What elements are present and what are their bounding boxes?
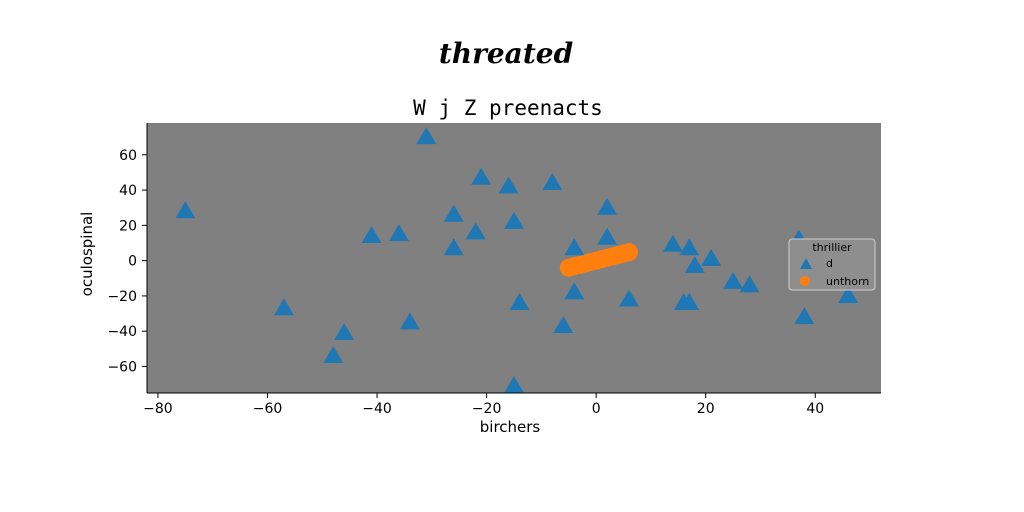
d-point bbox=[361, 225, 382, 243]
d-point bbox=[175, 201, 196, 219]
legend-label-d: d bbox=[826, 257, 833, 270]
d-point bbox=[619, 289, 640, 307]
d-point bbox=[399, 312, 420, 330]
d-point bbox=[684, 255, 705, 273]
d-point bbox=[701, 248, 722, 266]
d-point bbox=[597, 227, 618, 245]
y-axis-label: oculospinal bbox=[78, 212, 96, 297]
legend-marker-unthorn bbox=[800, 276, 810, 286]
d-point bbox=[273, 298, 294, 316]
d-point bbox=[564, 282, 585, 300]
figure-suptitle: threated bbox=[439, 37, 573, 70]
chart-legend: thrillier d unthorn bbox=[788, 238, 876, 291]
y-tick-label: 20 bbox=[119, 218, 137, 234]
chart-title: W j Z preenacts bbox=[413, 96, 603, 120]
d-point bbox=[542, 173, 563, 190]
d-point bbox=[504, 211, 524, 229]
legend-marker-d bbox=[800, 258, 812, 269]
data-marks bbox=[175, 127, 859, 393]
y-tick-label: 40 bbox=[119, 183, 137, 199]
y-tick-label: −60 bbox=[107, 360, 137, 376]
d-point bbox=[597, 197, 618, 215]
x-tick-label: −60 bbox=[253, 401, 283, 417]
d-point bbox=[498, 176, 519, 194]
d-point bbox=[739, 275, 760, 293]
d-point bbox=[662, 234, 683, 252]
y-tick-label: −40 bbox=[107, 324, 137, 340]
x-tick-label: 0 bbox=[592, 401, 601, 417]
x-tick-label: −80 bbox=[143, 401, 173, 417]
d-point bbox=[509, 293, 530, 310]
y-tick-label: −20 bbox=[107, 289, 137, 305]
x-tick-label: 20 bbox=[697, 401, 715, 417]
d-point bbox=[794, 307, 815, 325]
x-axis-label: birchers bbox=[480, 418, 541, 436]
x-tick-label: −20 bbox=[472, 401, 502, 417]
d-point bbox=[323, 345, 344, 363]
d-point bbox=[553, 315, 574, 333]
d-point bbox=[443, 238, 464, 256]
d-point bbox=[838, 285, 859, 303]
d-point bbox=[443, 204, 464, 222]
d-point bbox=[471, 167, 492, 185]
axes: −80 −60 −40 −20 0 20 40 −60 −40 −20 0 20 40 60 bbox=[107, 123, 881, 417]
legend-title: thrillier bbox=[812, 241, 852, 254]
legend-label-unthorn: unthorn bbox=[826, 275, 869, 288]
unthorn-point bbox=[620, 243, 639, 262]
d-point bbox=[564, 238, 585, 256]
d-point bbox=[504, 375, 524, 393]
d-point bbox=[679, 238, 700, 256]
d-point bbox=[388, 224, 409, 242]
y-tick-label: 0 bbox=[128, 254, 137, 270]
x-tick-label: −40 bbox=[362, 401, 392, 417]
y-tick-label: 60 bbox=[119, 148, 137, 164]
legend-box bbox=[788, 238, 876, 291]
d-point bbox=[723, 271, 744, 289]
d-point bbox=[334, 323, 355, 340]
d-point bbox=[416, 127, 437, 145]
d-point bbox=[465, 222, 486, 240]
x-tick-label: 40 bbox=[806, 401, 824, 417]
d-point bbox=[679, 293, 700, 310]
plot-area bbox=[147, 123, 881, 393]
